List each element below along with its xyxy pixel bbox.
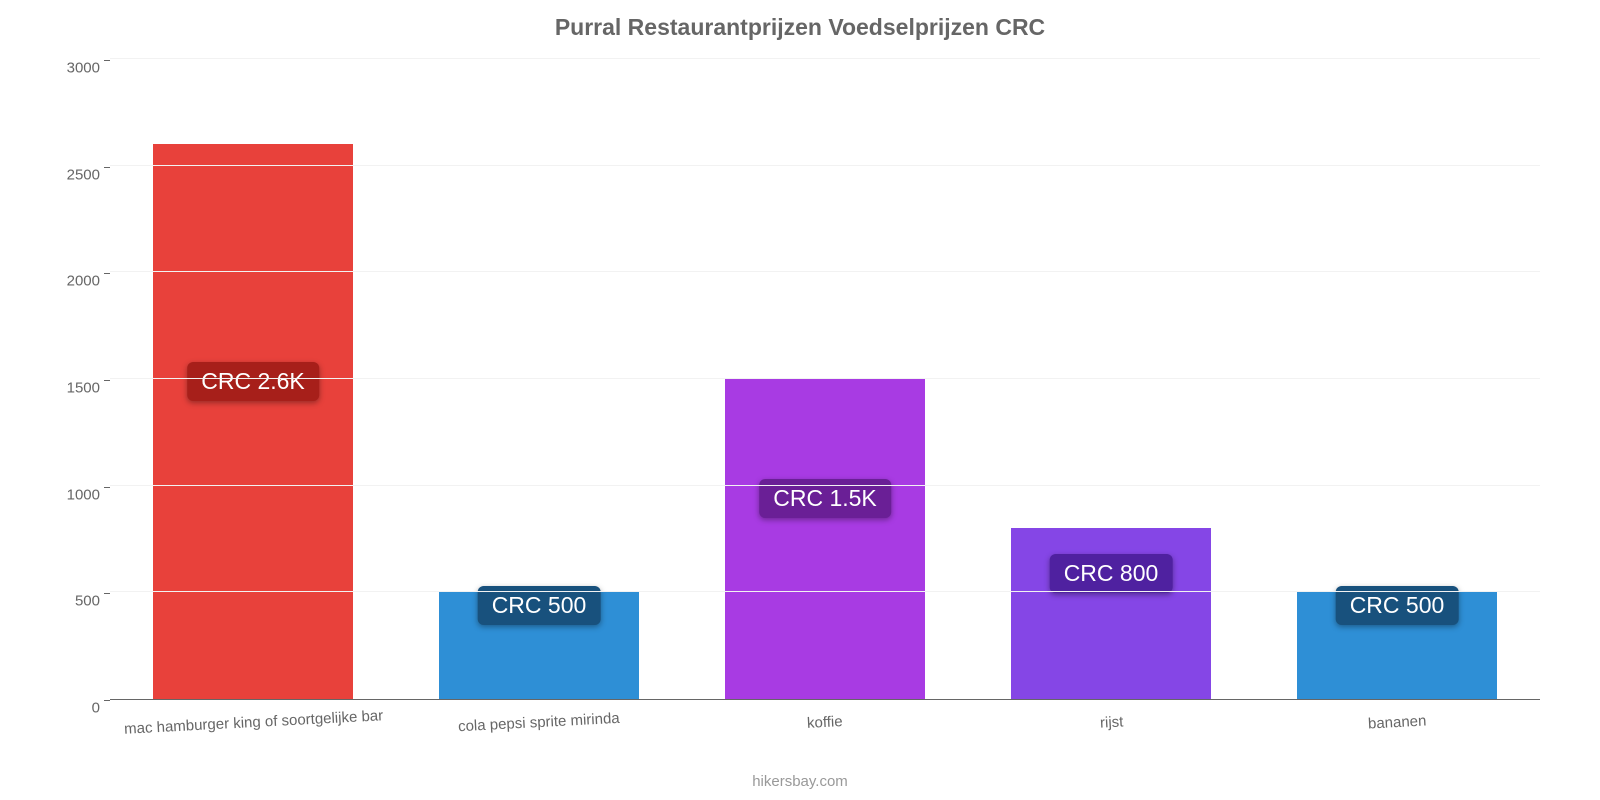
- gridline: [110, 485, 1540, 486]
- value-badge: CRC 800: [1050, 554, 1173, 593]
- x-tick-label: cola pepsi sprite mirinda: [458, 710, 620, 735]
- x-tick-label: bananen: [1368, 712, 1427, 732]
- chart-title: Purral Restaurantprijzen Voedselprijzen …: [0, 14, 1600, 41]
- bar: [725, 379, 925, 699]
- bar-chart: Purral Restaurantprijzen Voedselprijzen …: [0, 0, 1600, 800]
- gridline: [110, 58, 1540, 59]
- y-tick-label: 3000: [10, 60, 100, 77]
- plot-area: CRC 2.6KCRC 500CRC 1.5KCRC 800CRC 500: [110, 60, 1540, 700]
- bar: [153, 144, 353, 699]
- y-tick-mark: [104, 60, 110, 61]
- gridline: [110, 271, 1540, 272]
- y-tick-mark: [104, 593, 110, 594]
- y-tick-label: 2000: [10, 273, 100, 290]
- y-tick-mark: [104, 700, 110, 701]
- y-tick-label: 0: [10, 700, 100, 717]
- y-tick-mark: [104, 167, 110, 168]
- x-tick-label: koffie: [807, 713, 843, 732]
- y-tick-label: 1000: [10, 486, 100, 503]
- gridline: [110, 591, 1540, 592]
- bars-layer: CRC 2.6KCRC 500CRC 1.5KCRC 800CRC 500: [110, 60, 1540, 699]
- y-tick-mark: [104, 273, 110, 274]
- x-tick-label: rijst: [1099, 713, 1123, 731]
- x-axis-ticks: mac hamburger king of soortgelijke bar co…: [110, 706, 1540, 766]
- gridline: [110, 165, 1540, 166]
- attribution: hikersbay.com: [0, 773, 1600, 790]
- y-tick-label: 2500: [10, 166, 100, 183]
- y-tick-mark: [104, 380, 110, 381]
- value-badge: CRC 2.6K: [187, 362, 319, 401]
- gridline: [110, 378, 1540, 379]
- y-tick-label: 500: [10, 593, 100, 610]
- x-tick-label: mac hamburger king of soortgelijke bar: [123, 707, 383, 738]
- y-tick-label: 1500: [10, 380, 100, 397]
- y-tick-mark: [104, 487, 110, 488]
